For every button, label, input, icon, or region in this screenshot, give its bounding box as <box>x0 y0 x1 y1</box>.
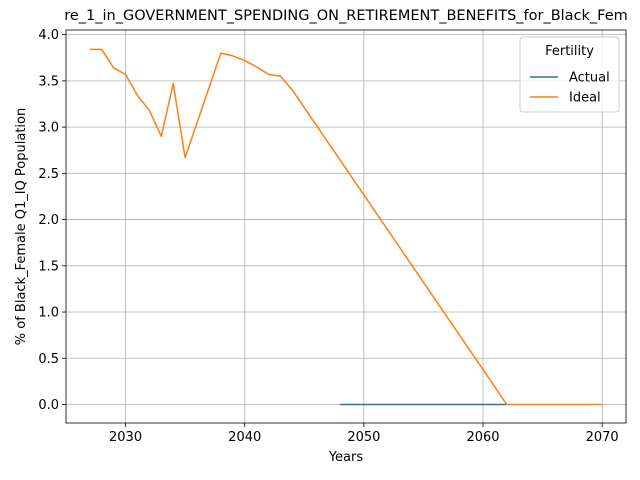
y-tick-label: 2.5 <box>38 167 59 182</box>
plot-frame <box>65 29 627 424</box>
x-tick-label: 2050 <box>347 430 380 445</box>
y-tick-label: 0.0 <box>38 398 59 413</box>
y-tick-label: 2.0 <box>38 213 59 228</box>
series-layer <box>89 48 603 406</box>
legend-box <box>519 36 620 113</box>
y-tick-label: 3.0 <box>38 121 59 136</box>
y-tick-label: 3.5 <box>38 74 59 89</box>
y-axis-ticks: 0.0 0.5 1.0 1.5 2.0 2.5 3.0 3.5 4.0 <box>38 28 66 413</box>
series-line-ideal <box>89 48 603 406</box>
legend-label-actual: Actual <box>569 71 610 86</box>
y-tick-label: 4.0 <box>38 28 59 43</box>
legend: Fertility Actual Ideal <box>519 36 620 113</box>
x-axis-label: Years <box>328 450 364 465</box>
chart-title: re_1_in_GOVERNMENT_SPENDING_ON_RETIREMEN… <box>64 8 628 24</box>
x-axis-ticks: 2030 2040 2050 2060 2070 <box>109 423 619 445</box>
x-tick-label: 2060 <box>466 430 499 445</box>
legend-items: Actual Ideal <box>530 71 610 106</box>
x-tick-label: 2030 <box>109 430 142 445</box>
y-axis-label: % of Black_Female Q1_IQ Population <box>14 108 29 345</box>
legend-label-ideal: Ideal <box>569 91 601 106</box>
grid <box>66 30 626 423</box>
y-tick-label: 0.5 <box>38 352 59 367</box>
y-tick-label: 1.0 <box>38 306 59 321</box>
y-tick-label: 1.5 <box>38 259 59 274</box>
legend-title: Fertility <box>545 44 594 59</box>
x-tick-label: 2040 <box>228 430 261 445</box>
x-tick-label: 2070 <box>586 430 619 445</box>
